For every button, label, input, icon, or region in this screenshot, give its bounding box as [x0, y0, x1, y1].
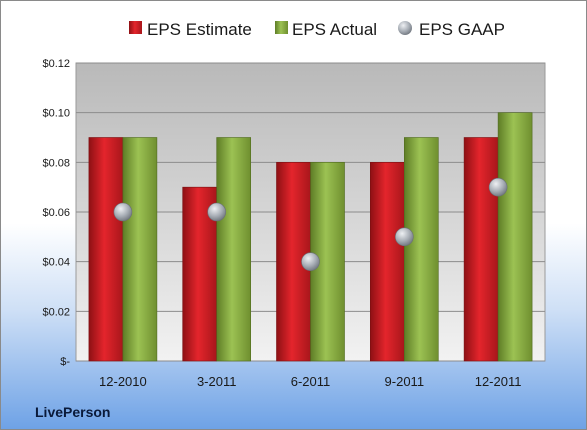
marker-eps-gaap	[301, 252, 320, 271]
legend-label-estimate: EPS Estimate	[147, 20, 252, 39]
bars	[88, 112, 533, 362]
bar-eps-actual	[216, 137, 251, 362]
y-tick-label: $0.12	[42, 58, 70, 70]
x-tick-label: 3-2011	[197, 374, 237, 389]
marker-eps-gaap	[488, 177, 508, 197]
bar-eps-actual	[122, 137, 158, 362]
marker-eps-gaap	[207, 202, 226, 222]
y-tick-label: $0.10	[42, 108, 70, 120]
legend: EPS Estimate EPS Actual EPS GAAP	[129, 20, 505, 39]
x-tick-label: 6-2011	[291, 374, 331, 389]
y-tick-label: $0.06	[42, 207, 70, 219]
x-tick-label: 12-2010	[99, 374, 147, 389]
x-tick-label: 12-2011	[475, 374, 522, 389]
marker-eps-gaap	[113, 202, 133, 222]
y-tick-label: $0.04	[42, 257, 70, 269]
y-tick-label: $0.02	[42, 306, 70, 318]
legend-swatch-actual	[275, 21, 288, 34]
legend-swatch-gaap	[398, 21, 412, 35]
brand-label: LivePerson	[35, 404, 110, 420]
legend-label-gaap: EPS GAAP	[419, 20, 505, 39]
bar-eps-actual	[497, 112, 533, 362]
x-axis-labels: 12-2010 3-2011 6-2011 9-2011 12-2011	[99, 374, 521, 389]
legend-item-actual: EPS Actual	[275, 20, 377, 39]
bar-eps-estimate	[463, 137, 499, 362]
marker-eps-gaap	[394, 227, 414, 247]
bar-eps-estimate	[369, 162, 405, 362]
x-tick-label: 9-2011	[385, 374, 425, 389]
legend-item-estimate: EPS Estimate	[129, 20, 252, 39]
y-axis-ticks: $- $0.02 $0.04 $0.06 $0.08 $0.10 $0.12	[42, 58, 70, 368]
legend-swatch-estimate	[129, 21, 142, 34]
y-tick-label: $0.08	[42, 157, 70, 169]
legend-label-actual: EPS Actual	[292, 20, 377, 39]
y-tick-label: $-	[60, 356, 70, 368]
legend-item-gaap: EPS GAAP	[398, 20, 505, 39]
bar-eps-estimate	[88, 137, 124, 362]
gaap-markers	[113, 177, 508, 271]
bar-eps-actual	[403, 137, 439, 362]
